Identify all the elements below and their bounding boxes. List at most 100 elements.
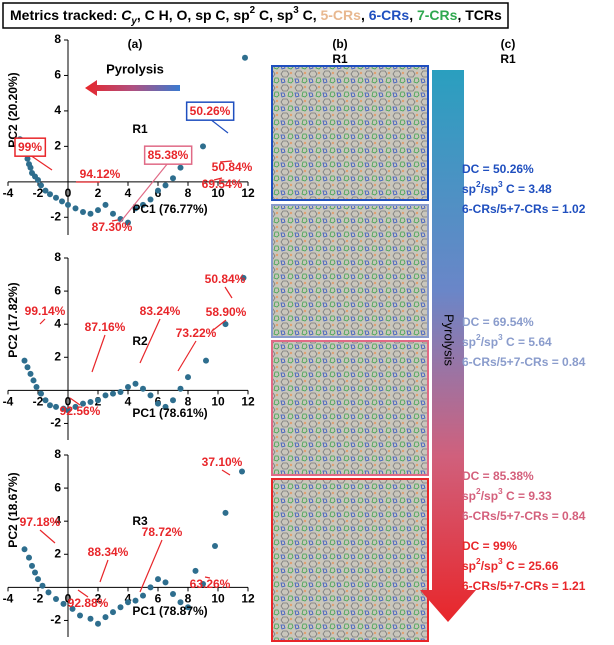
metric-line: 6-CRs/5+7-CRs = 1.02 [462, 202, 586, 216]
text-segment: 2 [476, 556, 481, 566]
text-segment: 6-CRs/5+7-CRs = 1.02 [462, 202, 586, 216]
text-segment: 6-CRs [369, 7, 410, 23]
snapshot [271, 340, 429, 476]
annotation-pointer [39, 318, 46, 325]
snapshot [271, 65, 429, 201]
x-axis-label: PC1 (78.87%) [132, 604, 207, 618]
point [110, 609, 116, 616]
point [147, 584, 154, 591]
text-segment: sp [462, 489, 476, 503]
annotation: 50.84% [212, 160, 253, 174]
text-segment: DC = 50.26% [462, 162, 534, 176]
annotation: 37.10% [202, 455, 243, 469]
x-tick-label: -2 [33, 592, 44, 606]
annotation-pointer [39, 529, 56, 544]
point [102, 201, 109, 208]
y-tick-label: 6 [54, 68, 61, 82]
x-tick-label: 8 [185, 395, 192, 409]
annotation-pointer [111, 219, 119, 222]
point [69, 605, 76, 612]
point [222, 509, 229, 516]
point [203, 357, 209, 364]
point [42, 187, 49, 194]
point [29, 562, 35, 569]
point [21, 546, 28, 553]
point [132, 597, 139, 604]
panel-label: (c) [501, 37, 516, 51]
point [24, 364, 31, 371]
text-segment: , [409, 7, 417, 23]
point [102, 392, 109, 399]
annotation: 58.90% [206, 305, 247, 319]
point [132, 205, 139, 212]
point [53, 595, 59, 602]
chart-title: R3 [132, 514, 148, 528]
y-tick-label: 2 [54, 546, 61, 560]
point [21, 357, 28, 364]
metric-line: DC = 69.54% [462, 315, 534, 329]
x-tick-label: 12 [241, 395, 255, 409]
annotation: 94.12% [80, 167, 121, 181]
annotation: 88.34% [88, 545, 129, 559]
text-segment: Metrics tracked: [10, 7, 121, 23]
text-segment: , TCRs [457, 7, 502, 23]
x-tick-label: 0 [65, 395, 72, 409]
x-tick-label: 4 [125, 592, 132, 606]
point [38, 182, 44, 189]
y-tick-label: 8 [54, 32, 61, 46]
point [170, 175, 176, 182]
y-tick-label: -2 [50, 209, 61, 223]
annotation-box [14, 137, 47, 157]
point [177, 385, 184, 392]
x-tick-label: 8 [185, 592, 192, 606]
x-tick-label: -4 [3, 186, 14, 200]
point [95, 620, 101, 627]
y-axis-label: PC2 (20.20%) [6, 72, 20, 147]
point [147, 392, 154, 399]
point [239, 468, 245, 475]
point [110, 210, 116, 217]
text-segment: /sp [481, 489, 498, 503]
point [33, 384, 40, 391]
x-tick-label: 10 [211, 592, 225, 606]
point [72, 403, 79, 410]
y-tick-label: 4 [54, 103, 61, 117]
point [212, 543, 218, 549]
point [125, 599, 131, 606]
y-tick-label: 2 [54, 139, 61, 153]
annotation: 99% [18, 140, 42, 154]
text-segment: 5-CRs [320, 7, 361, 23]
point [177, 599, 184, 606]
point [72, 205, 79, 212]
annotation-pointer [221, 469, 231, 476]
point [192, 567, 199, 574]
x-tick-label: 12 [241, 592, 255, 606]
point [132, 380, 139, 387]
chart-title: R1 [132, 122, 148, 136]
header-box [2, 2, 509, 29]
annotation-pointer [139, 539, 163, 593]
annotation: 99.14% [25, 304, 66, 318]
point [140, 201, 146, 208]
annotation: 97.18% [20, 515, 61, 529]
y-tick-label: -2 [50, 416, 61, 430]
annotation-pointer [29, 154, 53, 171]
x-tick-label: 10 [211, 395, 225, 409]
metric-line: 6-CRs/5+7-CRs = 0.84 [462, 509, 586, 523]
text-segment: C = 9.33 [503, 489, 552, 503]
point [200, 581, 206, 588]
point [53, 194, 59, 201]
x-tick-label: 0 [65, 186, 72, 200]
point [60, 405, 67, 412]
point [170, 590, 176, 597]
point [125, 219, 131, 226]
point [87, 210, 94, 217]
text-segment: 6-CRs/5+7-CRs = 1.21 [462, 579, 586, 593]
point [185, 374, 191, 381]
text-segment: DC = 99% [462, 539, 517, 553]
point [162, 182, 169, 189]
point [47, 191, 53, 198]
point [39, 582, 46, 589]
point [65, 407, 71, 414]
